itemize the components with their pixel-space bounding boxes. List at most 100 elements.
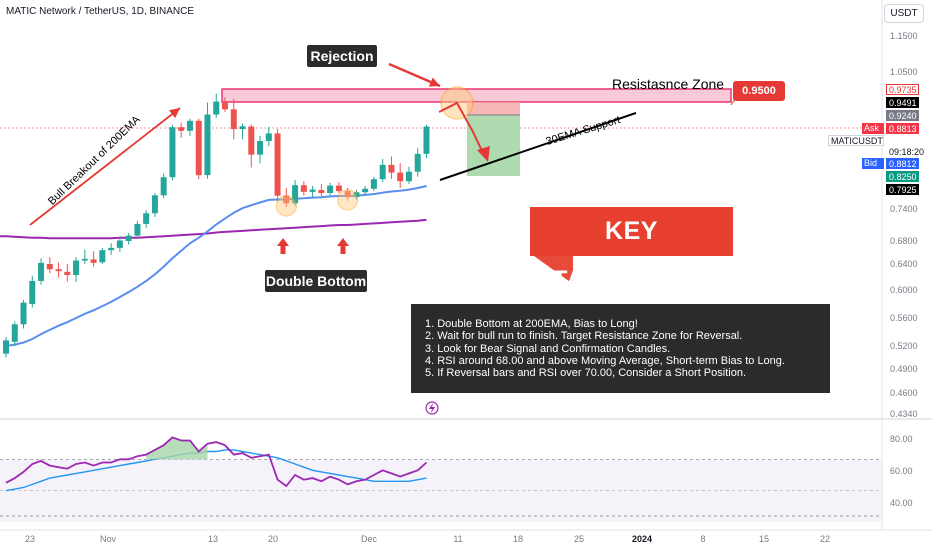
candle-body bbox=[64, 271, 71, 276]
price-axis-label: 0.4340 bbox=[890, 409, 918, 419]
candle-body bbox=[151, 195, 158, 214]
candle-body bbox=[292, 185, 299, 204]
candle-body bbox=[248, 126, 255, 155]
candle-body bbox=[379, 164, 386, 180]
time-axis-label: 13 bbox=[207, 534, 219, 544]
currency-button[interactable]: USDT bbox=[884, 4, 924, 23]
price-axis-label: 0.6000 bbox=[890, 285, 918, 295]
double-bottom-circle-left bbox=[275, 195, 297, 217]
candle-body bbox=[99, 250, 106, 263]
price-axis-label: 0.4900 bbox=[890, 364, 918, 374]
candle-body bbox=[414, 153, 421, 172]
lightning-icon-bolt bbox=[429, 403, 435, 413]
ema200-line bbox=[0, 218, 427, 240]
double-bottom-circle-right bbox=[337, 189, 359, 211]
ask-label: Ask bbox=[862, 123, 884, 134]
time-axis-label: 20 bbox=[267, 534, 279, 544]
reversal-arrowhead bbox=[477, 146, 490, 162]
takeaway-item: 1. Double Bottom at 200EMA, Bias to Long… bbox=[425, 318, 638, 330]
candle-body bbox=[73, 260, 80, 276]
candle-body bbox=[230, 109, 237, 130]
candle-body bbox=[257, 141, 264, 155]
takeaway-item: 5. If Reversal bars and RSI over 70.00, … bbox=[425, 367, 746, 380]
bid-label: Bid bbox=[862, 158, 884, 169]
double-bottom-label: Double Bottom bbox=[265, 270, 367, 292]
time-axis-label: 25 bbox=[573, 534, 585, 544]
candle-body bbox=[362, 188, 369, 193]
candle-body bbox=[195, 120, 202, 176]
rsi-axis-label: 80.00 bbox=[890, 434, 913, 444]
time-axis-label: 23 bbox=[24, 534, 36, 544]
candle-body bbox=[213, 101, 220, 115]
candle-body bbox=[327, 185, 334, 193]
time-axis-label: Dec bbox=[360, 534, 378, 544]
rejection-arrow-head bbox=[428, 77, 440, 87]
rsi-axis-label: 40.00 bbox=[890, 498, 913, 508]
stop-loss-box bbox=[467, 102, 520, 115]
candle-body bbox=[29, 280, 36, 304]
price-axis-label: 0.6800 bbox=[890, 236, 918, 246]
candle-body bbox=[274, 133, 281, 196]
resistance-zone-label: Resistasnce Zone bbox=[612, 76, 725, 92]
price-tag-zone-bottom: 0.9491 bbox=[886, 97, 919, 108]
candle-body bbox=[397, 172, 404, 182]
candle-body bbox=[46, 264, 53, 270]
countdown-timer: 09:18:20 bbox=[886, 146, 930, 157]
candle-body bbox=[318, 189, 325, 193]
price-tag-target: 0.8250 bbox=[886, 171, 919, 182]
price-tag-bid: 0.8812 bbox=[886, 158, 919, 169]
time-axis-label-year: 2024 bbox=[631, 534, 653, 544]
price-tag-stop: 0.9240 bbox=[886, 110, 919, 121]
lightning-icon bbox=[425, 401, 439, 415]
candle-body bbox=[38, 262, 45, 281]
candle-body bbox=[335, 185, 342, 192]
price-axis-label: 0.7400 bbox=[890, 204, 918, 214]
rejection-label: Rejection bbox=[307, 45, 377, 67]
symbol-title: MATIC Network / TetherUS, 1D, BINANCE bbox=[6, 6, 195, 17]
candle-body bbox=[423, 126, 430, 154]
candle-body bbox=[108, 247, 115, 251]
price-axis-label: 0.5200 bbox=[890, 341, 918, 351]
rsi-overbought-fill bbox=[146, 437, 208, 460]
candle-body bbox=[300, 185, 307, 192]
candle-body bbox=[283, 195, 290, 204]
candle-body bbox=[11, 324, 18, 342]
price-axis-label: 0.4600 bbox=[890, 388, 918, 398]
candle-body bbox=[204, 114, 211, 176]
time-axis-label: 8 bbox=[700, 534, 706, 544]
price-axis-label: 1.0500 bbox=[890, 67, 918, 77]
bull-breakout-arrow-head bbox=[169, 108, 180, 119]
candle-body bbox=[116, 240, 123, 248]
takeaway-item: 2. Wait for bull run to finish. Target R… bbox=[425, 330, 743, 343]
take-profit-box bbox=[467, 115, 520, 176]
price-tag-high: 0.9735 bbox=[886, 84, 919, 95]
price-tag-ema: 0.7925 bbox=[886, 184, 919, 195]
takeaway-item: 4. RSI around 68.00 and above Moving Ave… bbox=[425, 354, 785, 367]
candle-body bbox=[3, 340, 9, 354]
candle-body bbox=[143, 213, 150, 224]
candle-body bbox=[405, 171, 412, 182]
candle-body bbox=[20, 302, 27, 325]
time-axis-label: 11 bbox=[453, 534, 463, 544]
candle-body bbox=[125, 235, 132, 241]
candle-body bbox=[134, 223, 141, 236]
candle-body bbox=[55, 269, 62, 272]
candle-body bbox=[160, 177, 167, 196]
time-axis-label: Nov bbox=[99, 534, 117, 544]
candle-body bbox=[353, 192, 360, 198]
symbol-price-tag: MATICUSDT bbox=[828, 135, 884, 146]
candle-body bbox=[265, 133, 272, 142]
double-bottom-up-arrow bbox=[337, 238, 349, 254]
candle-body bbox=[309, 189, 316, 192]
price-axis-label: 1.1500 bbox=[890, 31, 918, 41]
price-axis-label: 0.6400 bbox=[890, 259, 918, 269]
reversal-path bbox=[438, 101, 485, 156]
takeaways-box: 1. Double Bottom at 200EMA, Bias to Long… bbox=[411, 304, 830, 393]
candle-body bbox=[169, 127, 176, 178]
bull-breakout-arrow bbox=[29, 107, 181, 226]
candle-body bbox=[388, 164, 395, 173]
candle-body bbox=[222, 102, 228, 110]
takeaway-item: 3. Look for Bear Signal and Confirmation… bbox=[425, 342, 671, 355]
time-axis-label: 22 bbox=[819, 534, 831, 544]
